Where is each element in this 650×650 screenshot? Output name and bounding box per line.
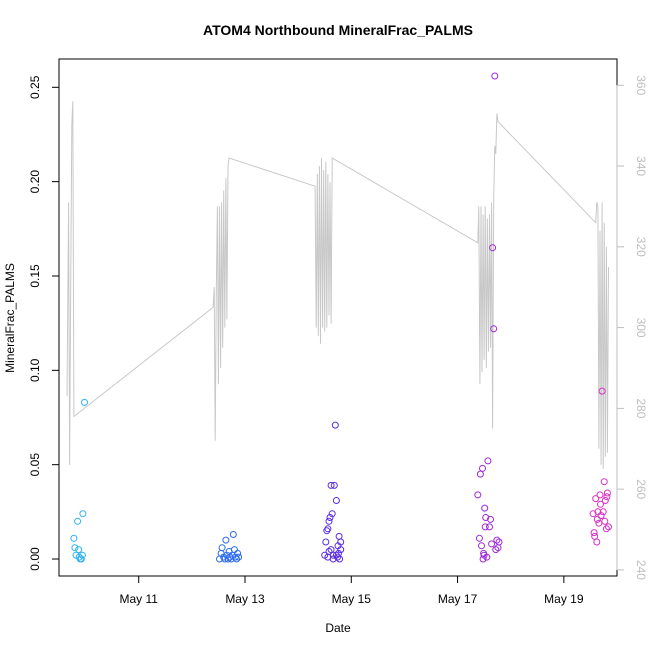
data-point	[229, 531, 237, 538]
data-point	[481, 504, 489, 512]
point-layer	[70, 72, 612, 563]
data-point	[234, 549, 242, 557]
y2-tick-label: 320	[634, 237, 648, 257]
data-point	[335, 532, 343, 540]
y-tick-label: 0.25	[28, 75, 42, 99]
data-point	[327, 481, 335, 489]
data-point	[332, 551, 340, 559]
data-point	[331, 421, 339, 429]
data-point	[486, 523, 493, 531]
data-point	[224, 555, 232, 563]
data-point	[77, 555, 85, 563]
x-tick-label: May 13	[225, 592, 265, 606]
data-point	[592, 495, 600, 503]
y-axis-label: MineralFrac_PALMS	[3, 263, 17, 373]
data-point	[71, 544, 79, 552]
data-point	[491, 72, 499, 80]
axis-layer: May 11 May 13 May 15 May 17 May 19 0.00 0.05 0.…	[28, 75, 648, 606]
data-point	[75, 546, 83, 554]
line-layer	[66, 101, 609, 470]
x-axis-label: Date	[325, 621, 351, 635]
data-point	[593, 515, 601, 523]
data-point	[603, 489, 611, 497]
y-tick-label: 0.15	[28, 264, 42, 288]
data-point	[601, 517, 609, 525]
data-point	[480, 551, 488, 559]
trace-line	[66, 101, 609, 470]
data-point	[325, 548, 333, 555]
data-point	[337, 538, 345, 546]
y2-tick-label: 340	[634, 156, 648, 176]
data-point	[222, 536, 230, 544]
data-point	[495, 538, 503, 546]
x-tick-label: May 17	[438, 592, 478, 606]
y2-tick-label: 360	[634, 75, 648, 95]
data-point	[74, 517, 82, 525]
y-tick-label: 0.00	[28, 547, 42, 571]
data-point	[330, 481, 338, 489]
data-point	[478, 542, 485, 550]
data-point	[337, 546, 345, 554]
y-tick-label: 0.10	[28, 358, 42, 382]
data-point	[487, 515, 494, 523]
data-point	[324, 525, 332, 533]
data-point	[479, 464, 486, 472]
data-point	[599, 508, 607, 516]
y-tick-label: 0.20	[28, 170, 42, 194]
data-point	[476, 470, 484, 478]
x-tick-label: May 15	[332, 592, 372, 606]
data-point	[595, 519, 603, 527]
data-point	[490, 325, 498, 333]
data-point	[479, 555, 487, 563]
x-tick-label: May 11	[119, 592, 158, 606]
data-point	[597, 500, 604, 508]
data-point	[322, 538, 330, 546]
y2-tick-label: 280	[634, 398, 648, 418]
y2-tick-label: 260	[634, 479, 648, 499]
data-point	[70, 534, 78, 542]
data-point	[328, 510, 336, 518]
data-point	[218, 544, 226, 552]
data-point	[589, 510, 597, 518]
data-point	[590, 529, 598, 537]
data-point	[326, 514, 334, 521]
data-point	[593, 538, 601, 546]
data-point	[597, 512, 605, 520]
data-point	[602, 525, 610, 533]
data-point	[235, 553, 243, 561]
data-point	[493, 536, 501, 544]
data-point	[598, 387, 606, 395]
data-point	[488, 540, 496, 548]
y-tick-label: 0.05	[28, 453, 42, 477]
data-point	[335, 549, 342, 557]
data-point	[482, 514, 490, 521]
data-point	[603, 493, 611, 501]
data-point	[600, 478, 608, 486]
data-point	[230, 546, 238, 554]
data-point	[596, 491, 604, 499]
data-point	[605, 523, 612, 531]
chart-title: ATOM4 Northbound MineralFrac_PALMS	[203, 22, 473, 38]
x-tick-label: May 19	[544, 592, 584, 606]
data-point	[492, 546, 500, 554]
y2-tick-label: 300	[634, 318, 648, 338]
y2-tick-label: 240	[634, 560, 648, 580]
data-point	[227, 555, 235, 563]
data-point	[325, 517, 333, 525]
data-point	[332, 497, 340, 504]
data-point	[489, 244, 497, 252]
data-point	[484, 457, 492, 465]
data-point	[79, 510, 87, 518]
data-point	[78, 551, 86, 559]
data-point	[481, 523, 489, 531]
data-point	[474, 491, 482, 499]
data-point	[81, 398, 88, 406]
data-point	[601, 497, 609, 504]
data-point	[475, 534, 483, 542]
